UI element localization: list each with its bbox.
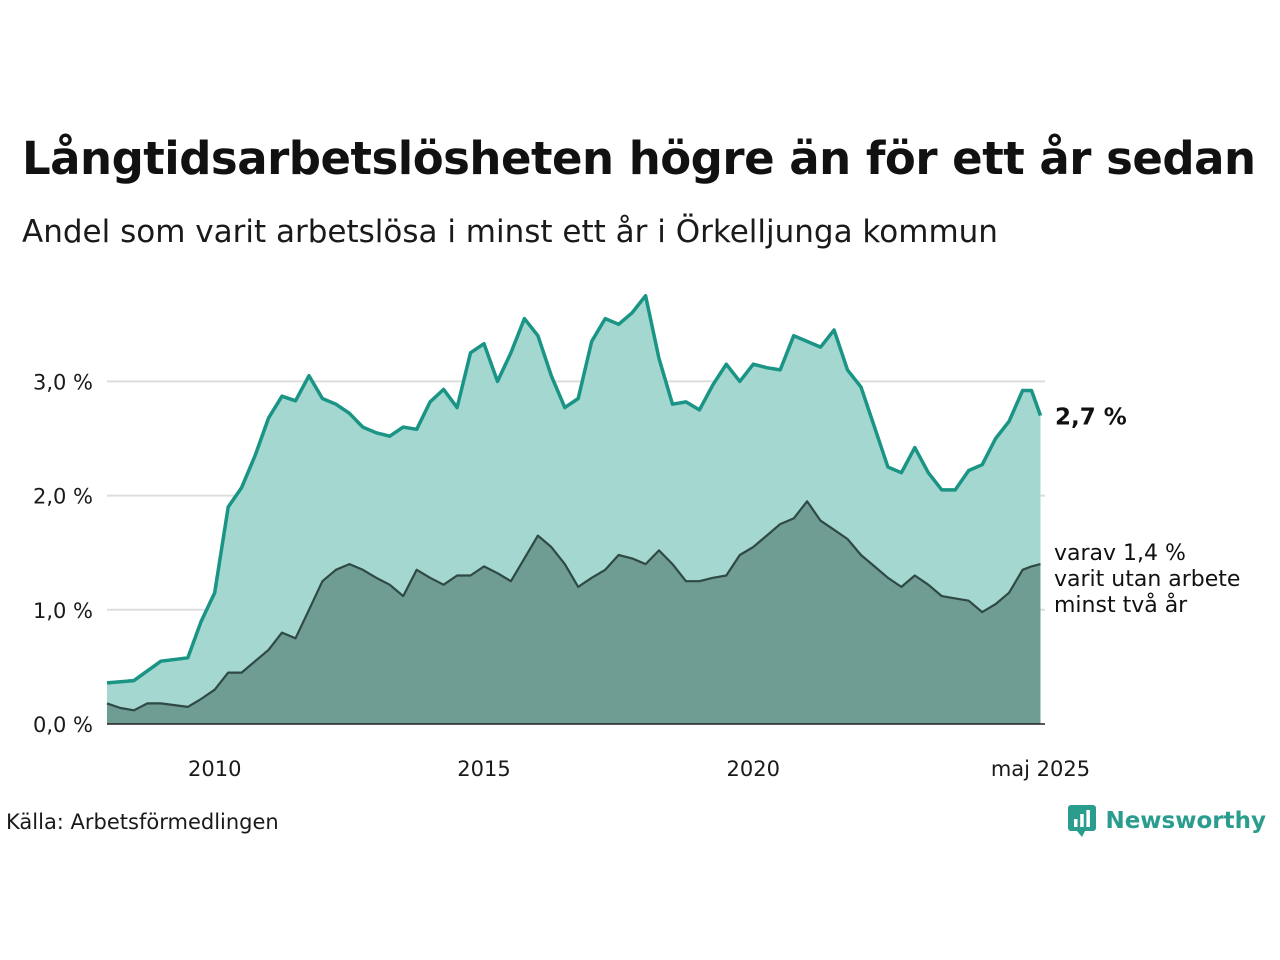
chart-subtitle: Andel som varit arbetslösa i minst ett å…	[22, 214, 998, 250]
newsworthy-logo-icon	[1068, 805, 1097, 837]
y-tick-label: 0,0 %	[33, 713, 93, 737]
y-tick-label: 3,0 %	[33, 370, 93, 394]
x-tick-label: 2010	[188, 757, 241, 781]
end-value-label: 2,7 %	[1055, 405, 1127, 431]
x-tick-label: 2015	[457, 757, 510, 781]
y-tick-label: 2,0 %	[33, 485, 93, 509]
line-series-minst-tva-ar	[106, 500, 1041, 712]
x-tick-label: maj 2025	[991, 757, 1090, 781]
brand-name: Newsworthy	[1105, 808, 1266, 834]
x-axis-ticks: 2010 2015 2020 maj 2025	[188, 757, 1090, 781]
sub-value-label-line-1: varav 1,4 %	[1054, 541, 1186, 566]
line-series-minst-ett-ar	[106, 293, 1043, 685]
area-series-minst-tva-ar	[107, 501, 1041, 724]
source-note: Källa: Arbetsförmedlingen	[6, 810, 279, 834]
y-tick-label: 1,0 %	[33, 599, 93, 623]
sub-value-label-line-3: minst två år	[1054, 592, 1188, 618]
brand-logo: Newsworthy	[1067, 804, 1266, 838]
x-tick-label: 2020	[727, 757, 780, 781]
chart-title: Långtidsarbetslösheten högre än för ett …	[22, 132, 1256, 185]
y-axis-ticks: 0,0 % 1,0 % 2,0 % 3,0 %	[33, 370, 93, 737]
sub-value-label-line-2: varit utan arbete	[1054, 567, 1240, 592]
